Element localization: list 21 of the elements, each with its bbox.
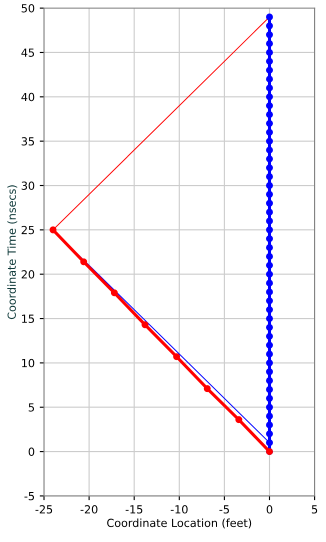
x-tick-label: -25: [35, 505, 52, 514]
y-tick-label: 50: [22, 4, 34, 13]
x-tick-label: -5: [219, 505, 229, 514]
y-tick-label: -5: [24, 492, 34, 500]
x-axis-title: Coordinate Location (feet): [107, 518, 252, 528]
y-tick-label: 30: [22, 181, 34, 190]
x-tick-label: -10: [170, 505, 188, 514]
y-tick-label: 0: [28, 448, 34, 456]
y-tick-label: 15: [22, 314, 34, 323]
y-tick-label: 45: [21, 48, 34, 57]
x-tick-label: 5: [312, 505, 318, 514]
y-tick-label: 35: [22, 137, 34, 146]
y-axis-title: Coordinate Time (nsecs): [7, 185, 18, 320]
x-tick-label: -15: [126, 505, 142, 514]
y-tick-label: 5: [28, 403, 34, 412]
x-tick-label: -20: [80, 505, 98, 514]
y-tick-label: 10: [22, 358, 34, 368]
y-tick-label: 40: [21, 92, 34, 102]
x-tick-label: 0: [266, 505, 272, 514]
y-tick-label: 25: [22, 226, 34, 234]
y-tick-label: 20: [22, 270, 34, 279]
